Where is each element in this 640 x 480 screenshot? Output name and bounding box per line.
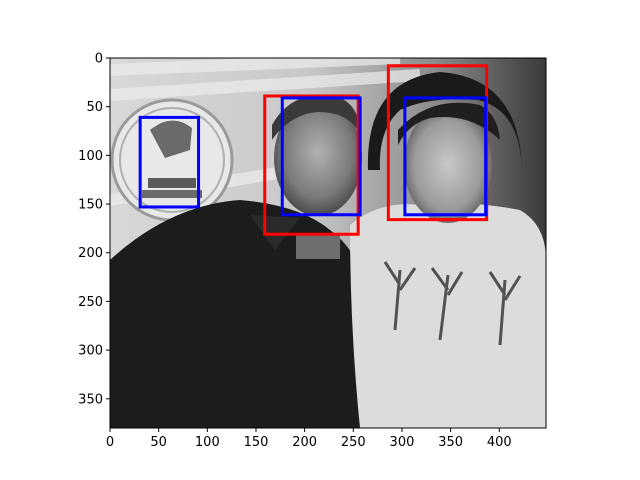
blue-bounding-box-4 — [280, 96, 362, 217]
y-tick-label: 300 — [78, 344, 103, 359]
x-tick-label: 0 — [106, 435, 114, 450]
x-tick-label: 350 — [438, 435, 463, 450]
y-tick-label: 0 — [95, 52, 103, 67]
red-bounding-box-1 — [263, 94, 360, 236]
photo — [110, 58, 546, 428]
x-tick-label: 50 — [150, 435, 167, 450]
y-tick-label: 50 — [86, 100, 103, 115]
y-tick-label: 350 — [78, 392, 103, 407]
blue-bounding-box-3 — [138, 115, 201, 209]
x-axis-ticks: 0 50 100 150 200 250 300 350 400 — [106, 428, 512, 450]
x-tick-label: 250 — [341, 435, 366, 450]
y-tick-label: 250 — [78, 295, 103, 310]
wall-emblem — [110, 98, 234, 222]
y-axis-ticks: 0 50 100 150 200 250 300 350 — [78, 52, 110, 407]
x-tick-label: 200 — [292, 435, 317, 450]
x-tick-label: 150 — [244, 435, 269, 450]
y-tick-label: 200 — [78, 246, 103, 261]
x-tick-label: 300 — [390, 435, 415, 450]
x-tick-label: 100 — [195, 435, 220, 450]
blue-bounding-box-5 — [403, 96, 488, 217]
y-tick-label: 100 — [78, 149, 103, 164]
axes-frame — [109, 57, 547, 429]
y-tick-label: 150 — [78, 198, 103, 213]
x-tick-label: 400 — [487, 435, 512, 450]
bounding-boxes — [138, 64, 489, 236]
